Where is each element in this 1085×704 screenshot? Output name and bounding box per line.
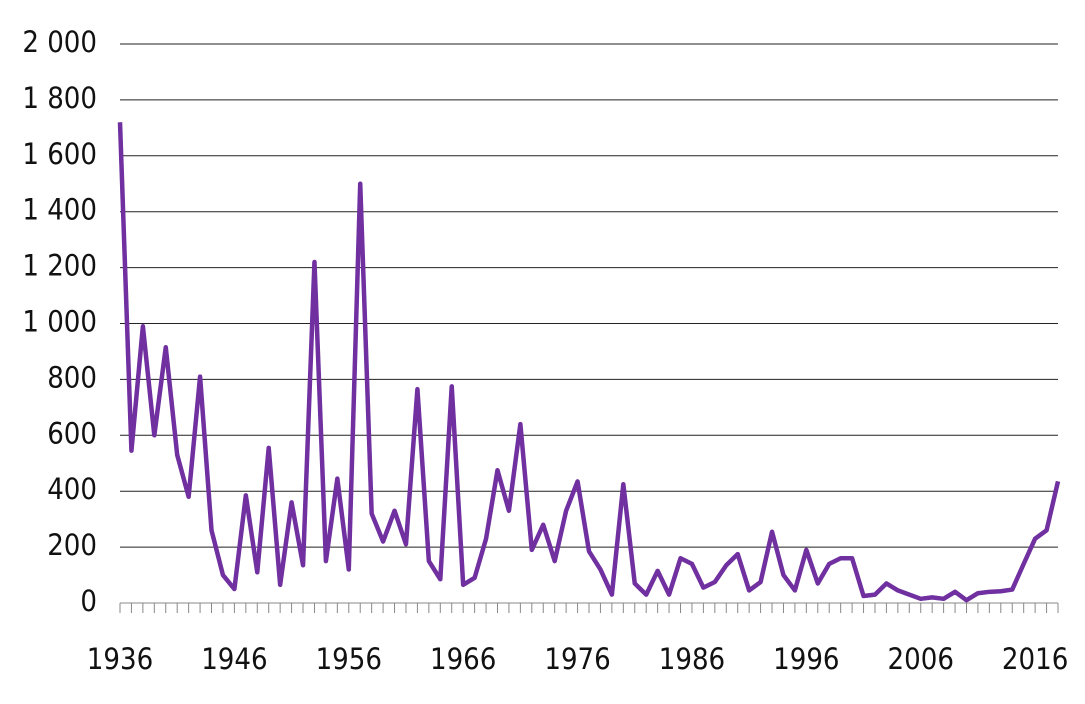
x-tick-label: 1996 xyxy=(773,642,839,676)
x-tick-label: 2006 xyxy=(888,642,954,676)
y-tick-label: 1 600 xyxy=(22,137,97,171)
y-tick-label: 800 xyxy=(47,360,97,394)
y-tick-label: 0 xyxy=(80,584,97,618)
x-tick-label: 1946 xyxy=(201,642,267,676)
y-tick-label: 600 xyxy=(47,416,97,450)
y-tick-label: 2 000 xyxy=(22,25,97,59)
y-tick-label: 1 200 xyxy=(22,249,97,283)
x-tick-label: 2016 xyxy=(1002,642,1068,676)
y-tick-label: 200 xyxy=(47,528,97,562)
x-tick-label: 1956 xyxy=(316,642,382,676)
y-tick-label: 1 000 xyxy=(22,305,97,339)
x-tick-label: 1966 xyxy=(430,642,496,676)
x-tick-label: 1936 xyxy=(87,642,153,676)
x-tick-label: 1976 xyxy=(544,642,610,676)
y-tick-label: 400 xyxy=(47,472,97,506)
y-tick-label: 1 800 xyxy=(22,81,97,115)
y-tick-label: 1 400 xyxy=(22,193,97,227)
x-tick-label: 1986 xyxy=(659,642,725,676)
data-line xyxy=(117,122,1061,603)
